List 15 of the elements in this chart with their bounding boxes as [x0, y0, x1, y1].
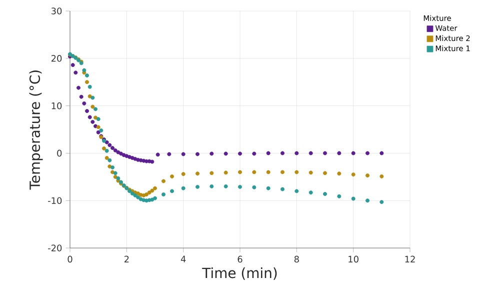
x-axis-title: Time (min) — [202, 267, 277, 280]
y-tick-label: -10 — [48, 197, 62, 204]
y-tick-label: -20 — [48, 244, 62, 252]
x-tick-label: 2 — [124, 256, 129, 262]
y-tick-label: 20 — [51, 55, 62, 62]
y-tick-label: 0 — [57, 150, 62, 157]
x-tick-label: 0 — [68, 256, 72, 263]
y-tick-label: 30 — [52, 8, 62, 14]
x-tick-label: 4 — [180, 256, 186, 262]
y-axis-title: Temperature (°C) — [29, 70, 43, 190]
x-tick-label: 8 — [294, 256, 299, 263]
x-tick-label: 10 — [348, 256, 358, 263]
x-tick-label: 6 — [238, 256, 242, 263]
x-tick-label: 12 — [405, 256, 415, 262]
y-tick-label: 10 — [52, 102, 62, 110]
